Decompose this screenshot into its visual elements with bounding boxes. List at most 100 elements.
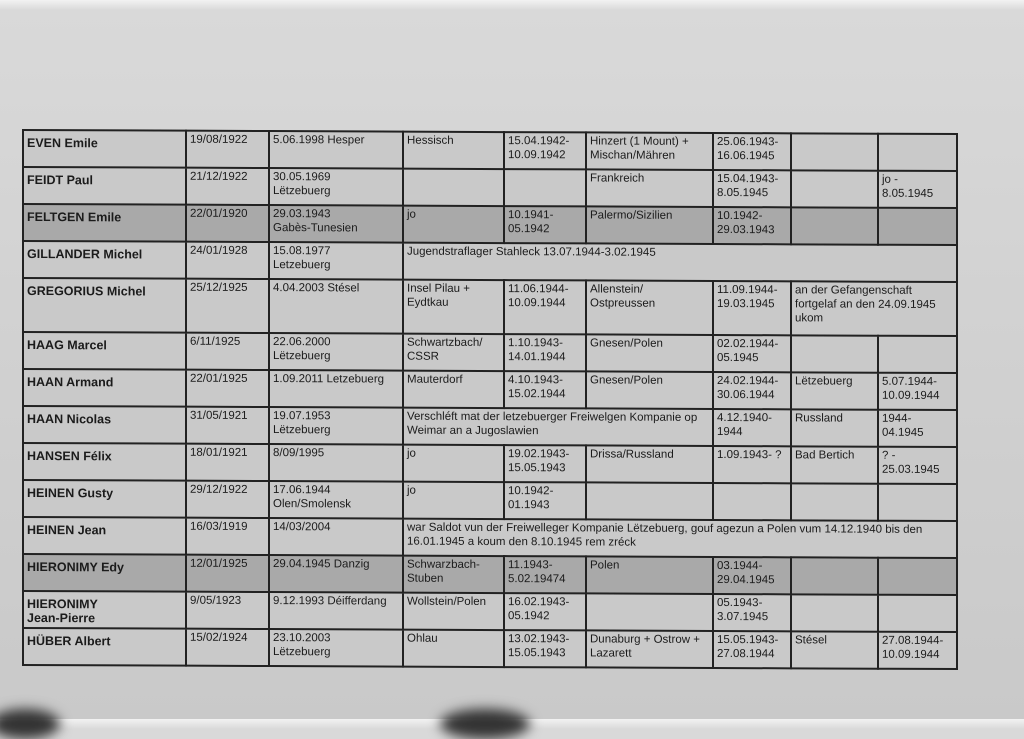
- table-cell: an der Gefangenschaft fortgelaf an den 2…: [791, 281, 957, 337]
- table-cell: 6/11/1925: [186, 332, 269, 371]
- table-cell: 21/12/1922: [186, 167, 269, 206]
- table-cell: 23.10.2003 Lëtzebuerg: [269, 629, 403, 667]
- table-cell: Hinzert (1 Mount) + Mischan/Mähren: [586, 132, 713, 170]
- table-cell: Ohlau: [403, 629, 504, 668]
- table-cell: 24/01/1928: [186, 241, 269, 280]
- table-cell: 05.1943- 3.07.1945: [713, 593, 791, 632]
- table-cell: 15/02/1924: [186, 628, 269, 667]
- table-cell: Russland: [791, 409, 878, 447]
- table-cell: [878, 207, 957, 246]
- table-cell: 9.12.1993 Déifferdang: [269, 592, 403, 630]
- finger-shadow: [440, 709, 530, 739]
- table-cell: Schwartzbach/ CSSR: [403, 333, 504, 372]
- table-cell: [586, 482, 713, 520]
- table-cell: 24.02.1944- 30.06.1944: [713, 371, 791, 410]
- table-cell: 13.02.1943- 15.05.1943: [504, 630, 586, 668]
- table-cell: 17.06.1944 Olen/Smolensk: [269, 481, 403, 519]
- table-cell: jo: [403, 205, 504, 244]
- table-cell: 19.02.1943- 15.05.1943: [504, 445, 586, 483]
- table-cell: [791, 557, 878, 595]
- name-cell: FEIDT Paul: [23, 166, 186, 205]
- table-cell: [878, 133, 957, 172]
- table-cell: 1.09.1943- ?: [713, 445, 791, 484]
- table-cell: Insel Pilau + Eydtkau: [403, 279, 504, 335]
- finger-shadow: [0, 709, 60, 739]
- table-cell: [878, 557, 957, 596]
- table-cell: 8/09/1995: [269, 444, 403, 482]
- table-cell: 15.05.1943- 27.08.1944: [713, 630, 791, 669]
- table-row: HIERONIMY Jean-Pierre 9/05/1923 9.12.1993 …: [23, 590, 957, 633]
- table-cell: 14/03/2004: [269, 518, 403, 556]
- table-row: EVEN Emile 19/08/1922 5.06.1998 Hesper Hess…: [23, 129, 957, 172]
- table-cell: 03.1944- 29.04.1945: [713, 556, 791, 595]
- table-cell: [878, 483, 957, 522]
- table-cell: 4.12.1940- 1944: [713, 408, 791, 447]
- table-cell: 15.04.1942- 10.09.1942: [504, 132, 586, 170]
- table-row: GILLANDER Michel 24/01/1928 15.08.1977 Let…: [23, 240, 957, 283]
- table-cell: 16/03/1919: [186, 517, 269, 556]
- table-row: HEINEN Gusty 29/12/1922 17.06.1944 Olen/Sm…: [23, 479, 957, 522]
- table-cell: war Saldot vun der Freiwelleger Kompanie…: [403, 518, 957, 559]
- table-cell: 27.08.1944- 10.09.1944: [878, 631, 957, 670]
- table-cell: 9/05/1923: [186, 591, 269, 630]
- table-cell: 1944- 04.1945: [878, 409, 957, 448]
- table-cell: 10.1942- 29.03.1943: [713, 206, 791, 245]
- table-cell: [586, 593, 713, 631]
- table-cell: jo: [403, 444, 504, 483]
- table-cell: Wollstein/Polen: [403, 592, 504, 631]
- name-cell: GILLANDER Michel: [23, 240, 186, 279]
- table-cell: Lëtzebuerg: [791, 372, 878, 410]
- table-cell: 29.04.1945 Danzig: [269, 555, 403, 593]
- name-cell: HAAN Armand: [23, 368, 186, 407]
- table-cell: 31/05/1921: [186, 406, 269, 445]
- table-cell: [403, 168, 504, 207]
- name-cell: FELTGEN Emile: [23, 203, 186, 242]
- table-cell: Gnesen/Polen: [586, 371, 713, 409]
- table-cell: 02.02.1944- 05.1945: [713, 334, 791, 373]
- table-row: HAAN Nicolas 31/05/1921 19.07.1953 Lëtzebu…: [23, 405, 957, 448]
- table-cell: Bad Bertich: [791, 446, 878, 484]
- table-cell: 15.04.1943- 8.05.1945: [713, 169, 791, 208]
- table-cell: 1.09.2011 Letzebuerg: [269, 370, 403, 408]
- name-cell: HAAN Nicolas: [23, 405, 186, 444]
- table-row: FEIDT Paul 21/12/1922 30.05.1969 Lëtzebuer…: [23, 166, 957, 209]
- table-cell: 19.07.1953 Lëtzebuerg: [269, 407, 403, 445]
- table-row: HÜBER Albert 15/02/1924 23.10.2003 Lëtzebu…: [23, 627, 957, 670]
- table-row: HAAN Armand 22/01/1925 1.09.2011 Letzebuer…: [23, 368, 957, 411]
- table-row: GREGORIUS Michel 25/12/1925 4.04.2003 Stés…: [23, 277, 957, 337]
- table-cell: [713, 482, 791, 521]
- table-cell: Palermo/Sizilien: [586, 206, 713, 244]
- table-cell: 10.1941- 05.1942: [504, 206, 586, 244]
- table-cell: Gnesen/Polen: [586, 334, 713, 372]
- table-cell: Polen: [586, 556, 713, 594]
- table-cell: Verschléft mat der letzebuerger Freiwelg…: [403, 407, 713, 446]
- name-cell: HANSEN Félix: [23, 442, 186, 481]
- name-cell: GREGORIUS Michel: [23, 277, 186, 333]
- table-row: HIERONIMY Edy 12/01/1925 29.04.1945 Danzig…: [23, 553, 957, 596]
- table-cell: [791, 335, 878, 373]
- name-cell: EVEN Emile: [23, 129, 186, 168]
- table-cell: [504, 169, 586, 207]
- table-cell: 25/12/1925: [186, 278, 269, 334]
- table-row: HANSEN Félix 18/01/1921 8/09/1995 jo 19.02.1…: [23, 442, 957, 485]
- table-cell: 29/12/1922: [186, 480, 269, 519]
- table-cell: Frankreich: [586, 169, 713, 207]
- table-cell: 11.09.1944- 19.03.1945: [713, 280, 791, 336]
- table-cell: 5.06.1998 Hesper: [269, 131, 403, 169]
- table-cell: 5.07.1944- 10.09.1944: [878, 372, 957, 411]
- table-row: HAAG Marcel 6/11/1925 22.06.2000 Lëtzebuer…: [23, 331, 957, 374]
- table-cell: 4.04.2003 Stésel: [269, 279, 403, 334]
- records-table: EVEN Emile 19/08/1922 5.06.1998 Hesper Hess…: [22, 129, 958, 670]
- table-cell: Mauterdorf: [403, 370, 504, 409]
- table-cell: Jugendstraflager Stahleck 13.07.1944-3.0…: [403, 242, 957, 283]
- table-cell: 22.06.2000 Lëtzebuerg: [269, 333, 403, 371]
- table-cell: [791, 207, 878, 245]
- table-cell: [878, 335, 957, 374]
- name-cell: HÜBER Albert: [23, 627, 186, 666]
- name-cell: HEINEN Gusty: [23, 479, 186, 518]
- table-cell: [791, 483, 878, 521]
- table-row: FELTGEN Emile 22/01/1920 29.03.1943 Gabès-…: [23, 203, 957, 246]
- table-row: HEINEN Jean 16/03/1919 14/03/2004 war Saldo…: [23, 516, 957, 559]
- table-cell: [791, 133, 878, 171]
- table-cell: 19/08/1922: [186, 130, 269, 169]
